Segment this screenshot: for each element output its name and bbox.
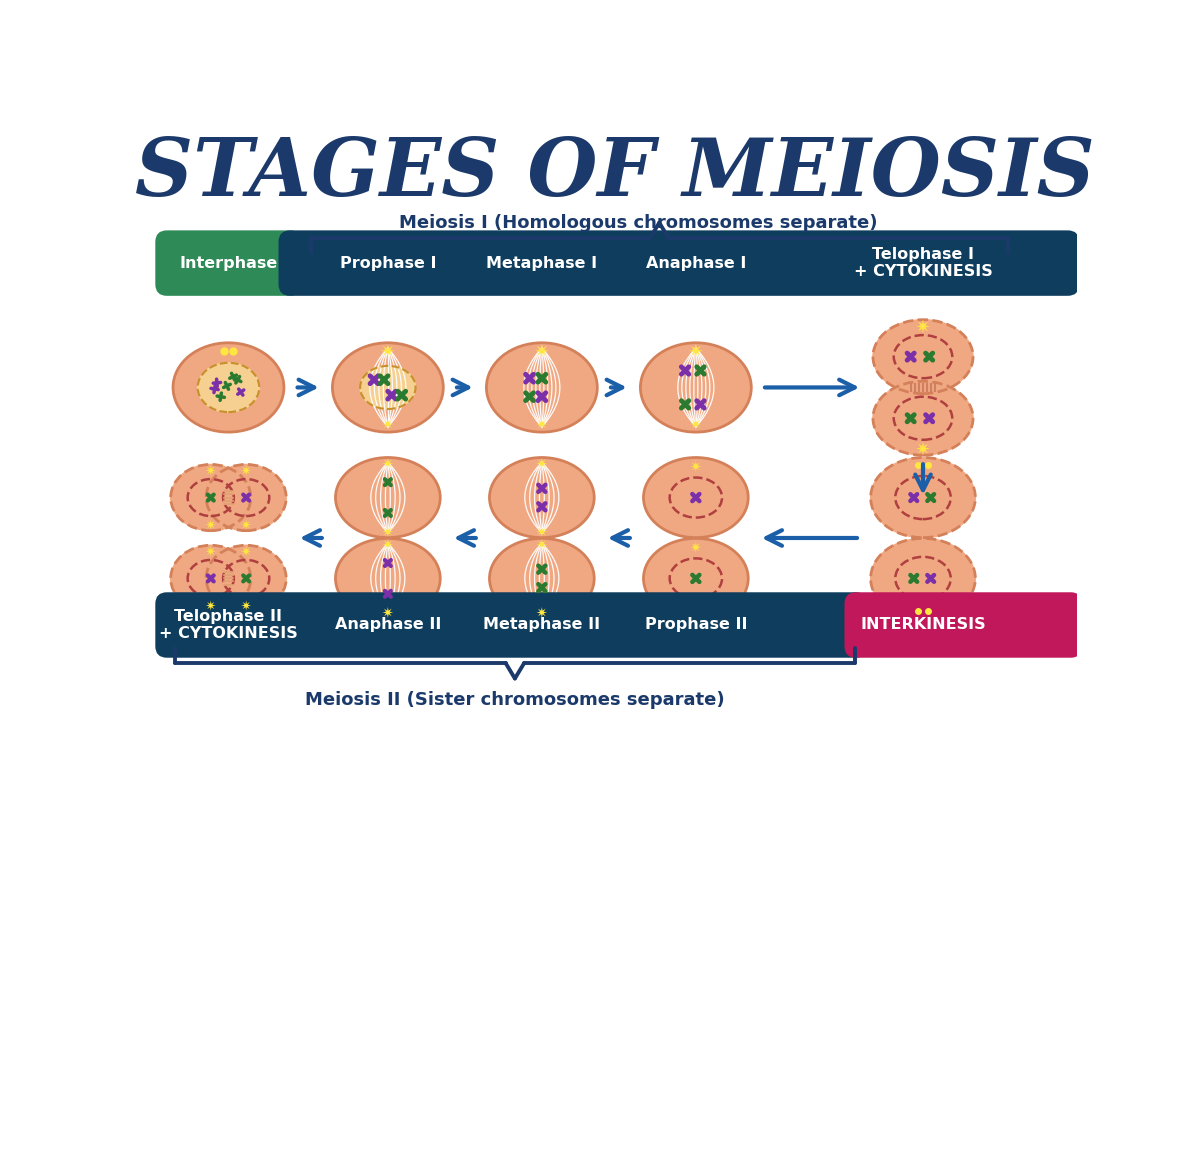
Polygon shape: [536, 526, 547, 537]
Polygon shape: [689, 344, 703, 358]
Ellipse shape: [490, 539, 594, 618]
Ellipse shape: [336, 539, 440, 618]
Ellipse shape: [643, 457, 749, 538]
Text: INTERKINESIS: INTERKINESIS: [860, 617, 986, 632]
Polygon shape: [205, 465, 216, 476]
Polygon shape: [916, 319, 930, 333]
Ellipse shape: [198, 362, 259, 413]
Polygon shape: [690, 541, 701, 553]
Ellipse shape: [173, 343, 284, 433]
Text: Meiosis I (Homologous chromosomes separate): Meiosis I (Homologous chromosomes separa…: [398, 214, 877, 231]
Polygon shape: [383, 526, 394, 537]
Ellipse shape: [332, 343, 443, 433]
Polygon shape: [383, 419, 394, 429]
Text: Anaphase I: Anaphase I: [646, 256, 746, 270]
Ellipse shape: [486, 343, 598, 433]
Polygon shape: [536, 419, 547, 429]
Polygon shape: [916, 442, 930, 456]
Ellipse shape: [360, 366, 415, 409]
Polygon shape: [383, 539, 394, 549]
Ellipse shape: [490, 457, 594, 538]
Polygon shape: [536, 458, 547, 469]
Text: Anaphase II: Anaphase II: [335, 617, 442, 632]
Polygon shape: [241, 601, 251, 610]
FancyBboxPatch shape: [155, 593, 868, 658]
Polygon shape: [383, 607, 394, 618]
FancyBboxPatch shape: [155, 230, 301, 296]
Text: Metaphase I: Metaphase I: [486, 256, 598, 270]
Ellipse shape: [872, 319, 973, 394]
Ellipse shape: [206, 464, 287, 531]
Ellipse shape: [170, 464, 251, 531]
Polygon shape: [536, 539, 547, 549]
Polygon shape: [241, 520, 251, 530]
FancyBboxPatch shape: [278, 230, 1079, 296]
Text: Telophase I
+ CYTOKINESIS: Telophase I + CYTOKINESIS: [853, 247, 992, 279]
Ellipse shape: [871, 539, 976, 618]
Text: Telophase II
+ CYTOKINESIS: Telophase II + CYTOKINESIS: [160, 609, 298, 641]
Ellipse shape: [206, 545, 287, 611]
Polygon shape: [690, 419, 701, 429]
Polygon shape: [241, 465, 251, 476]
Text: Prophase I: Prophase I: [340, 256, 436, 270]
Ellipse shape: [170, 545, 251, 611]
Polygon shape: [535, 344, 548, 358]
Polygon shape: [690, 461, 701, 472]
Polygon shape: [383, 458, 394, 469]
Text: Meiosis II (Sister chromosomes separate): Meiosis II (Sister chromosomes separate): [305, 691, 725, 710]
Polygon shape: [380, 344, 395, 358]
Polygon shape: [536, 607, 547, 618]
Polygon shape: [205, 546, 216, 556]
Polygon shape: [241, 546, 251, 556]
Text: Metaphase II: Metaphase II: [484, 617, 600, 632]
Ellipse shape: [336, 457, 440, 538]
Ellipse shape: [641, 343, 751, 433]
FancyBboxPatch shape: [845, 593, 1082, 658]
Text: Interphase: Interphase: [179, 256, 277, 270]
Ellipse shape: [872, 381, 973, 455]
Text: STAGES OF MEIOSIS: STAGES OF MEIOSIS: [136, 136, 1094, 213]
Ellipse shape: [871, 457, 976, 538]
Ellipse shape: [643, 539, 749, 618]
Text: Prophase II: Prophase II: [644, 617, 748, 632]
Polygon shape: [205, 520, 216, 530]
Polygon shape: [205, 601, 216, 610]
